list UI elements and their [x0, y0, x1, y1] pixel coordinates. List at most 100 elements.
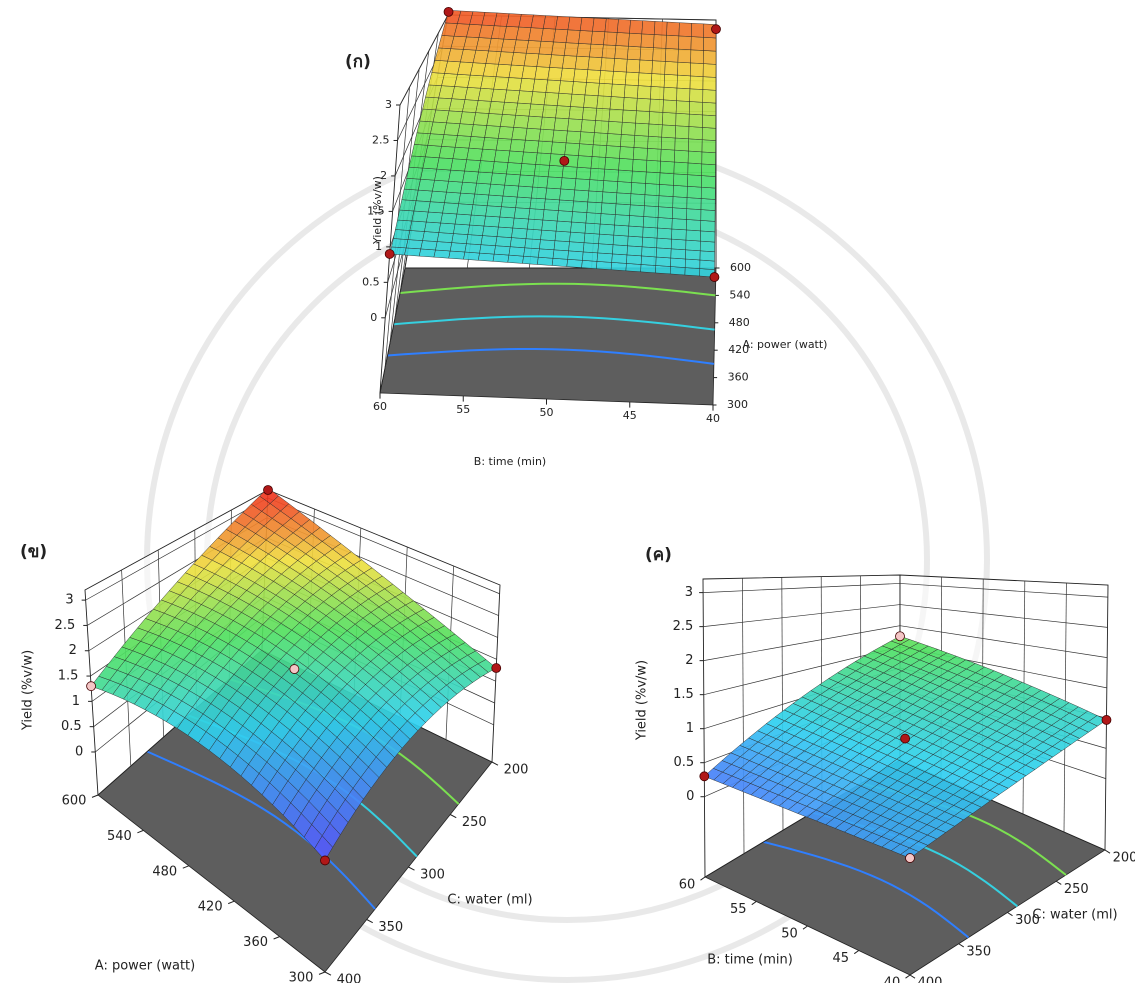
- surface-cell: [572, 212, 587, 223]
- surface-cell: [447, 111, 463, 124]
- surface-cell: [568, 17, 582, 31]
- surface-cell: [538, 249, 554, 258]
- floor: [380, 268, 716, 405]
- surface-cell: [460, 112, 476, 125]
- surface-cell: [689, 114, 703, 127]
- surface-cell: [597, 96, 611, 109]
- surface-cell: [673, 185, 687, 197]
- surface-cell: [437, 158, 453, 170]
- surface-cell: [659, 196, 674, 208]
- surface-cell: [453, 224, 469, 235]
- surface-cell: [407, 167, 423, 179]
- y-tick-label: 300: [420, 868, 445, 883]
- surface-cell: [575, 56, 589, 69]
- surface-cell: [441, 213, 457, 224]
- surface-cell: [556, 221, 572, 232]
- surface-cell: [676, 113, 690, 126]
- surface-cell: [404, 178, 421, 190]
- surface-cell: [608, 121, 622, 134]
- design-point: [712, 25, 721, 34]
- z-tick-label: 1.5: [58, 669, 79, 684]
- surface-cell: [523, 256, 539, 264]
- surface-cell: [508, 255, 524, 263]
- surface-cell: [630, 194, 645, 206]
- surface-cell: [543, 16, 557, 30]
- y-tick-label: 200: [504, 763, 529, 778]
- surface-cell: [596, 261, 611, 269]
- z-axis-title: Yield (%v/w): [21, 650, 36, 731]
- surface-cell: [461, 182, 477, 194]
- surface-cell: [660, 161, 674, 174]
- surface-cell: [685, 268, 700, 276]
- design-point: [560, 156, 569, 165]
- surface-cell: [468, 225, 484, 236]
- surface-cell: [569, 107, 584, 120]
- surface-cell: [616, 33, 630, 47]
- y-tick-label: 200: [1113, 851, 1135, 866]
- surface-cell: [636, 98, 650, 111]
- surface-cell: [625, 72, 639, 86]
- y-tick-label: 400: [337, 973, 362, 984]
- z-tick-label: 0.5: [674, 755, 695, 770]
- panel-label: (ค): [645, 545, 672, 565]
- design-point: [87, 682, 96, 691]
- surface-cell: [686, 230, 701, 241]
- surface-cell: [634, 135, 648, 148]
- surface-cell: [406, 240, 423, 249]
- surface-cell: [671, 249, 686, 259]
- surface-cell: [580, 18, 594, 32]
- surface-cell: [457, 204, 473, 215]
- y-axis-title: C: water (ml): [447, 893, 532, 908]
- x-axis-title: B: time (min): [707, 953, 793, 968]
- z-tick-label: 3: [685, 585, 693, 600]
- surface-cell: [475, 183, 491, 195]
- surface-cell: [579, 31, 593, 45]
- surface-cell: [603, 181, 618, 193]
- surface-cell: [464, 252, 480, 260]
- surface-cell: [412, 211, 428, 222]
- surface-cell: [701, 199, 715, 211]
- surface-cell: [518, 91, 533, 104]
- x-tick-label: 55: [456, 403, 470, 416]
- axis-tick: [450, 815, 456, 818]
- surface-cell: [505, 90, 520, 103]
- surface-cell: [664, 74, 677, 88]
- y-tick-label: 350: [378, 920, 403, 935]
- surface-cell: [646, 172, 661, 185]
- surface-cell: [534, 164, 549, 176]
- surface-cell: [616, 193, 631, 205]
- axis-tick: [367, 920, 373, 923]
- surface-cell: [451, 159, 467, 171]
- surface-cell: [572, 82, 587, 95]
- surface-cell: [587, 202, 602, 214]
- surface-cell: [598, 83, 612, 96]
- surface-cell: [562, 56, 576, 69]
- surface-cell: [701, 220, 715, 232]
- surface-cell: [471, 125, 487, 138]
- surface-cell: [476, 101, 492, 114]
- y-tick-label: 350: [966, 944, 991, 959]
- z-tick-label: 3: [385, 98, 392, 111]
- x-tick-label: 60: [373, 400, 387, 413]
- surface-cell: [642, 237, 657, 248]
- surface-cell: [514, 208, 530, 219]
- surface-cell: [410, 221, 426, 232]
- surface-cell: [392, 239, 409, 248]
- surface-cell: [587, 70, 601, 84]
- surface-cell: [701, 176, 715, 189]
- surface-cell: [582, 107, 597, 120]
- surface-cell: [491, 89, 506, 102]
- design-point: [444, 7, 453, 16]
- surface-cell: [489, 101, 505, 114]
- surface-cell: [607, 134, 622, 147]
- axis-tick: [752, 902, 757, 905]
- surface-cell: [583, 243, 598, 253]
- surface-cell: [526, 41, 541, 54]
- surface-cell: [536, 153, 551, 166]
- surface-cell: [502, 102, 517, 115]
- surface-cell: [535, 67, 550, 80]
- surface-cell: [611, 84, 625, 97]
- surface-cell: [449, 170, 465, 182]
- surface-cell: [507, 78, 522, 91]
- surface-cell: [617, 182, 632, 194]
